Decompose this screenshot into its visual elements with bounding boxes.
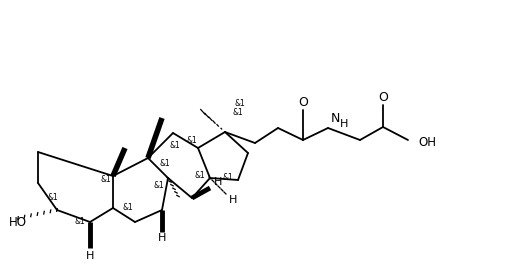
Text: &1: &1 xyxy=(222,173,233,182)
Text: &1: &1 xyxy=(234,98,245,108)
Text: &1: &1 xyxy=(154,180,164,190)
Text: &1: &1 xyxy=(170,140,180,150)
Text: &1: &1 xyxy=(159,158,170,168)
Text: O: O xyxy=(298,96,308,108)
Text: H: H xyxy=(229,195,237,205)
Text: &1: &1 xyxy=(122,202,133,212)
Text: N: N xyxy=(330,111,340,125)
Text: &1: &1 xyxy=(47,193,58,202)
Text: &1: &1 xyxy=(187,135,197,145)
Text: H: H xyxy=(86,251,94,261)
Text: &1: &1 xyxy=(101,175,111,185)
Text: H: H xyxy=(340,119,348,129)
Text: OH: OH xyxy=(418,135,436,148)
Text: &1: &1 xyxy=(75,217,85,227)
Text: &1: &1 xyxy=(232,108,243,116)
Text: HO: HO xyxy=(9,215,27,229)
Text: O: O xyxy=(378,91,388,103)
Text: &1: &1 xyxy=(195,170,205,180)
Text: H: H xyxy=(214,177,222,187)
Text: H: H xyxy=(158,233,166,243)
